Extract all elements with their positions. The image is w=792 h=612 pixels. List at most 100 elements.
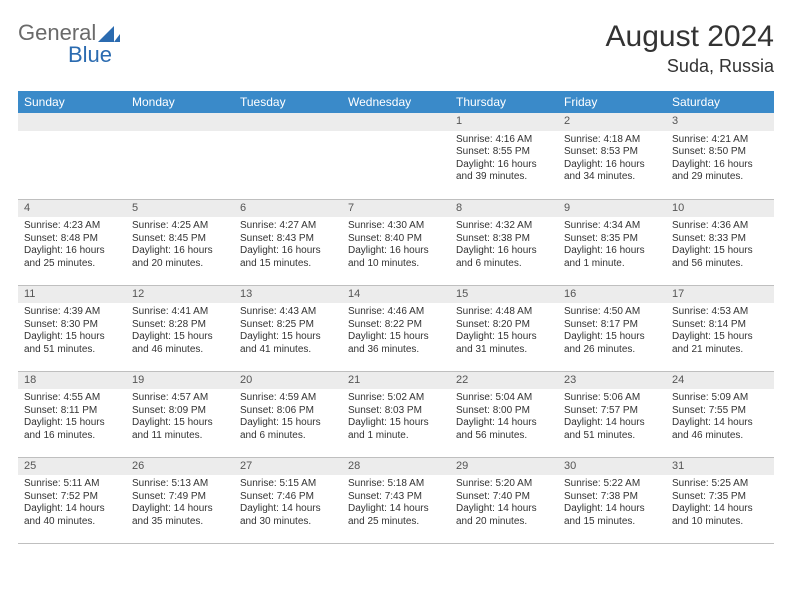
day-body: Sunrise: 4:25 AMSunset: 8:45 PMDaylight:… [126,217,234,272]
calendar-cell: 19Sunrise: 4:57 AMSunset: 8:09 PMDayligh… [126,371,234,457]
sunset-line: Sunset: 8:09 PM [132,405,228,418]
day-number: 11 [18,286,126,304]
daylight-line: Daylight: 16 hours and 29 minutes. [672,159,768,184]
sunrise-line: Sunrise: 4:53 AM [672,306,768,319]
day-body: Sunrise: 5:25 AMSunset: 7:35 PMDaylight:… [666,475,774,530]
daylight-line: Daylight: 15 hours and 56 minutes. [672,245,768,270]
calendar-cell: 29Sunrise: 5:20 AMSunset: 7:40 PMDayligh… [450,457,558,543]
calendar-cell: 16Sunrise: 4:50 AMSunset: 8:17 PMDayligh… [558,285,666,371]
calendar-cell: 31Sunrise: 5:25 AMSunset: 7:35 PMDayligh… [666,457,774,543]
sunrise-line: Sunrise: 4:48 AM [456,306,552,319]
daylight-line: Daylight: 15 hours and 46 minutes. [132,331,228,356]
calendar-cell: 27Sunrise: 5:15 AMSunset: 7:46 PMDayligh… [234,457,342,543]
day-body: Sunrise: 4:57 AMSunset: 8:09 PMDaylight:… [126,389,234,444]
sunset-line: Sunset: 7:35 PM [672,491,768,504]
day-body: Sunrise: 5:02 AMSunset: 8:03 PMDaylight:… [342,389,450,444]
sunset-line: Sunset: 8:28 PM [132,319,228,332]
sunset-line: Sunset: 8:45 PM [132,233,228,246]
sunrise-line: Sunrise: 4:36 AM [672,220,768,233]
day-body: Sunrise: 5:22 AMSunset: 7:38 PMDaylight:… [558,475,666,530]
sunrise-line: Sunrise: 5:09 AM [672,392,768,405]
calendar-cell [18,113,126,199]
daylight-line: Daylight: 15 hours and 16 minutes. [24,417,120,442]
day-number: 18 [18,372,126,390]
daylight-line: Daylight: 15 hours and 31 minutes. [456,331,552,356]
daylight-line: Daylight: 15 hours and 21 minutes. [672,331,768,356]
calendar-cell: 1Sunrise: 4:16 AMSunset: 8:55 PMDaylight… [450,113,558,199]
weekday-header-row: SundayMondayTuesdayWednesdayThursdayFrid… [18,91,774,113]
daylight-line: Daylight: 16 hours and 1 minute. [564,245,660,270]
calendar-cell: 15 Sunrise: 4:48 AMSunset: 8:20 PMDayligh… [450,285,558,371]
sunrise-line: Sunrise: 5:20 AM [456,478,552,491]
sunrise-line: Sunrise: 4:34 AM [564,220,660,233]
sunset-line: Sunset: 7:52 PM [24,491,120,504]
day-body: Sunrise: 4:16 AMSunset: 8:55 PMDaylight:… [450,131,558,186]
day-body: Sunrise: 4:21 AMSunset: 8:50 PMDaylight:… [666,131,774,186]
daylight-line: Daylight: 15 hours and 36 minutes. [348,331,444,356]
day-body: Sunrise: 5:09 AMSunset: 7:55 PMDaylight:… [666,389,774,444]
calendar-cell: 20Sunrise: 4:59 AMSunset: 8:06 PMDayligh… [234,371,342,457]
daylight-line: Daylight: 15 hours and 51 minutes. [24,331,120,356]
day-body: Sunrise: 4:30 AMSunset: 8:40 PMDaylight:… [342,217,450,272]
daylight-line: Daylight: 15 hours and 26 minutes. [564,331,660,356]
sunrise-line: Sunrise: 4:57 AM [132,392,228,405]
day-number: 5 [126,200,234,218]
day-number: 30 [558,458,666,476]
day-number: 7 [342,200,450,218]
daylight-line: Daylight: 15 hours and 6 minutes. [240,417,336,442]
header: General August 2024 Suda, Russia [18,20,774,77]
daylight-line: Daylight: 16 hours and 25 minutes. [24,245,120,270]
sunset-line: Sunset: 8:48 PM [24,233,120,246]
sunrise-line: Sunrise: 4:41 AM [132,306,228,319]
sunrise-line: Sunrise: 4:59 AM [240,392,336,405]
daylight-line: Daylight: 14 hours and 20 minutes. [456,503,552,528]
sunset-line: Sunset: 8:17 PM [564,319,660,332]
sunset-line: Sunset: 8:20 PM [456,319,552,332]
calendar-cell: 11Sunrise: 4:39 AMSunset: 8:30 PMDayligh… [18,285,126,371]
day-body: Sunrise: 4:43 AMSunset: 8:25 PMDaylight:… [234,303,342,358]
sunrise-line: Sunrise: 4:18 AM [564,134,660,147]
sunrise-line: Sunrise: 5:02 AM [348,392,444,405]
day-body: Sunrise: 4:27 AMSunset: 8:43 PMDaylight:… [234,217,342,272]
day-number: 15 [450,286,558,304]
sunset-line: Sunset: 8:22 PM [348,319,444,332]
calendar-cell [234,113,342,199]
calendar-body: 1Sunrise: 4:16 AMSunset: 8:55 PMDaylight… [18,113,774,543]
sunrise-line: Sunrise: 5:15 AM [240,478,336,491]
sunset-line: Sunset: 8:33 PM [672,233,768,246]
calendar-cell: 25Sunrise: 5:11 AMSunset: 7:52 PMDayligh… [18,457,126,543]
day-body: Sunrise: 4:39 AMSunset: 8:30 PMDaylight:… [18,303,126,358]
day-number [126,113,234,131]
sunrise-line: Sunrise: 5:06 AM [564,392,660,405]
sunset-line: Sunset: 8:30 PM [24,319,120,332]
daylight-line: Daylight: 15 hours and 41 minutes. [240,331,336,356]
day-number: 10 [666,200,774,218]
calendar-cell: 21Sunrise: 5:02 AMSunset: 8:03 PMDayligh… [342,371,450,457]
sunrise-line: Sunrise: 5:04 AM [456,392,552,405]
daylight-line: Daylight: 16 hours and 15 minutes. [240,245,336,270]
day-body: Sunrise: 4:59 AMSunset: 8:06 PMDaylight:… [234,389,342,444]
day-number: 25 [18,458,126,476]
day-number: 8 [450,200,558,218]
sunset-line: Sunset: 8:11 PM [24,405,120,418]
sunset-line: Sunset: 8:55 PM [456,146,552,159]
location: Suda, Russia [606,56,774,77]
calendar-cell: 6Sunrise: 4:27 AMSunset: 8:43 PMDaylight… [234,199,342,285]
sunset-line: Sunset: 8:38 PM [456,233,552,246]
daylight-line: Daylight: 14 hours and 56 minutes. [456,417,552,442]
day-number: 19 [126,372,234,390]
sunrise-line: Sunrise: 4:43 AM [240,306,336,319]
day-body: Sunrise: 4:46 AMSunset: 8:22 PMDaylight:… [342,303,450,358]
day-body: Sunrise: 4:36 AMSunset: 8:33 PMDaylight:… [666,217,774,272]
day-number: 28 [342,458,450,476]
daylight-line: Daylight: 14 hours and 35 minutes. [132,503,228,528]
day-body: Sunrise: 5:06 AMSunset: 7:57 PMDaylight:… [558,389,666,444]
daylight-line: Daylight: 16 hours and 6 minutes. [456,245,552,270]
calendar-table: SundayMondayTuesdayWednesdayThursdayFrid… [18,91,774,544]
daylight-line: Daylight: 14 hours and 30 minutes. [240,503,336,528]
daylight-line: Daylight: 16 hours and 34 minutes. [564,159,660,184]
weekday-header: Sunday [18,91,126,113]
day-body: Sunrise: 4:55 AMSunset: 8:11 PMDaylight:… [18,389,126,444]
calendar-cell [342,113,450,199]
sunset-line: Sunset: 8:06 PM [240,405,336,418]
